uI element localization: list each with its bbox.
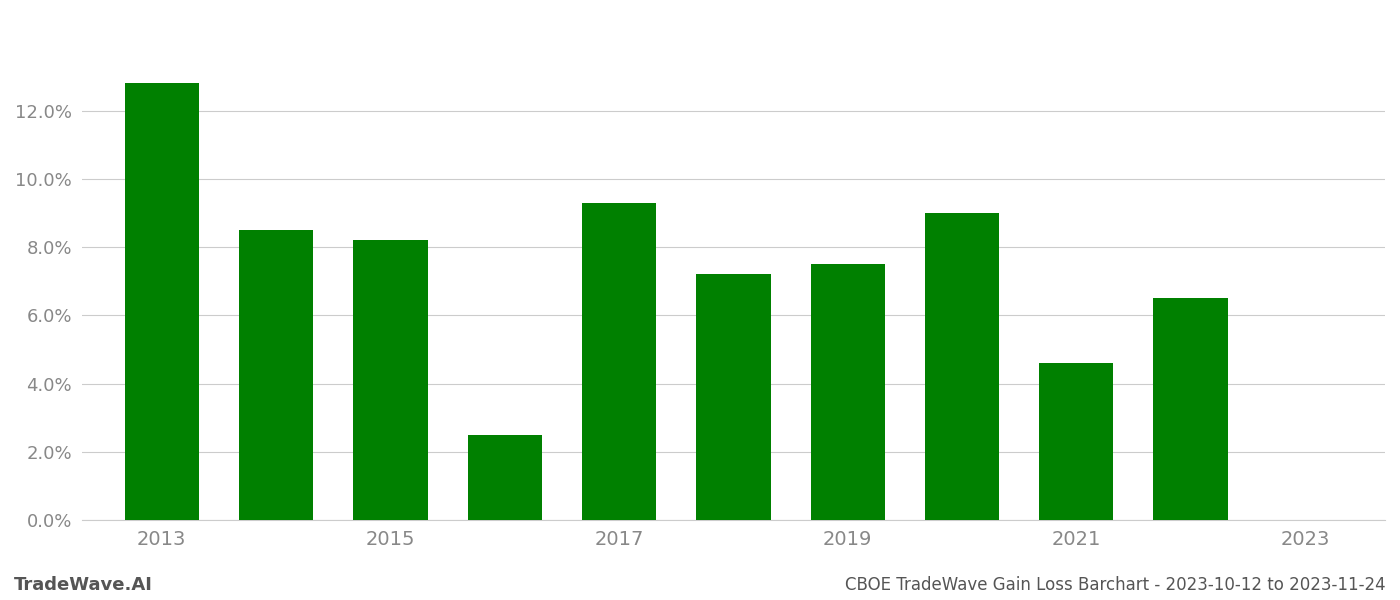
Bar (353, 241, 427, 520)
Bar (1154, 298, 1228, 520)
Bar (468, 435, 542, 520)
Bar (696, 274, 770, 520)
Bar (239, 230, 314, 520)
Text: CBOE TradeWave Gain Loss Barchart - 2023-10-12 to 2023-11-24: CBOE TradeWave Gain Loss Barchart - 2023… (846, 576, 1386, 594)
Bar (1039, 363, 1113, 520)
Bar (925, 213, 1000, 520)
Text: TradeWave.AI: TradeWave.AI (14, 576, 153, 594)
Bar (811, 264, 885, 520)
Bar (582, 203, 657, 520)
Bar (125, 83, 199, 520)
